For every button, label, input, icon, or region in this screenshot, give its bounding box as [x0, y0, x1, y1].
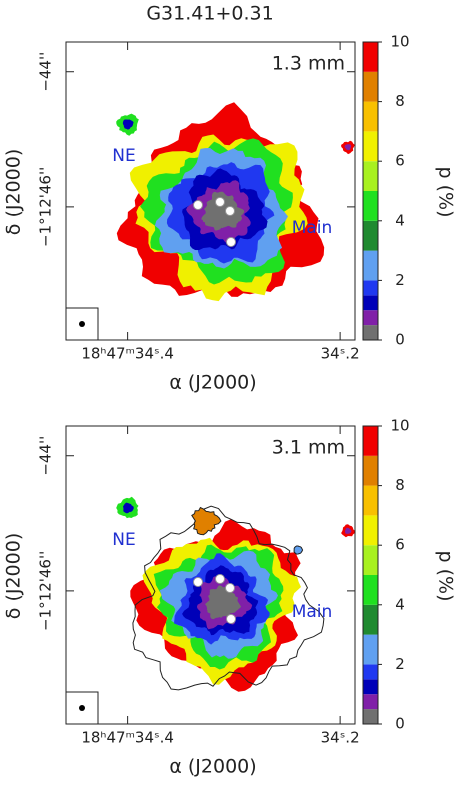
map-region — [205, 585, 242, 620]
colorbar-tick-label: 0 — [395, 331, 405, 349]
colorbar-band — [363, 295, 378, 311]
colorbar-tick-label: 10 — [390, 33, 409, 51]
map-region — [201, 191, 245, 231]
colorbar-band — [363, 485, 378, 516]
colorbar-tick-label: 6 — [395, 536, 405, 554]
beam — [79, 321, 85, 327]
colorbar-tick-label: 6 — [395, 152, 405, 170]
colorbar-band — [363, 664, 378, 680]
panel-label: 1.3 mm — [272, 53, 345, 75]
y-tick-label: −1°12'46'' — [37, 551, 55, 631]
colorbar-band — [363, 131, 378, 162]
map-region — [344, 144, 352, 151]
source — [215, 197, 225, 207]
colorbar-frame — [362, 425, 379, 725]
x-tick-label: 18ʰ47ᵐ34ˢ.4 — [81, 345, 174, 363]
colorbar-band — [363, 191, 378, 221]
y-tick-label: −1°12'46'' — [37, 167, 55, 247]
colorbar-band — [363, 679, 378, 695]
y-tick-label: −44'' — [37, 436, 55, 476]
annotation: Main — [292, 218, 333, 238]
colorbar-band — [363, 545, 378, 575]
colorbar-band — [363, 325, 378, 340]
map — [116, 496, 355, 692]
map-region — [123, 502, 134, 514]
x-axis-label: α (J2000) — [169, 756, 256, 778]
colorbar-band — [363, 220, 378, 251]
map-region — [122, 119, 134, 130]
colorbar-tick-label: 8 — [395, 476, 405, 494]
colorbar-tick-label: 10 — [390, 417, 409, 435]
source — [225, 583, 235, 593]
contour — [191, 506, 222, 536]
map-region — [344, 527, 352, 534]
x-axis-label: α (J2000) — [169, 372, 256, 394]
colorbar-tick-label: 8 — [395, 92, 405, 110]
y-axis-label: δ (J2000) — [3, 149, 25, 235]
source — [215, 574, 225, 584]
contour — [293, 545, 304, 555]
colorbar-band — [363, 426, 378, 456]
panel-label: 3.1 mm — [272, 437, 345, 459]
colorbar-label: p (%) — [435, 551, 457, 602]
source — [193, 200, 203, 210]
beam-box — [65, 307, 99, 341]
frame — [65, 425, 356, 725]
source — [226, 614, 236, 624]
colorbar-band — [363, 709, 378, 724]
colorbar-band — [363, 280, 378, 296]
colorbar-band — [363, 694, 378, 710]
colorbar-tick-label: 4 — [395, 595, 405, 613]
y-tick-label: −44'' — [37, 52, 55, 92]
colorbar-band — [363, 634, 378, 665]
source — [226, 237, 236, 247]
colorbar-tick-label: 0 — [395, 715, 405, 733]
colorbar-band — [363, 42, 378, 72]
x-tick-label: 34ˢ.2 — [321, 345, 360, 363]
source — [193, 577, 203, 587]
colorbar-band — [363, 455, 378, 486]
frame — [65, 41, 356, 341]
map — [116, 102, 355, 302]
colorbar-label: p (%) — [435, 167, 457, 218]
chart-title: G31.41+0.31 — [146, 3, 273, 25]
colorbar-tick-label: 4 — [395, 211, 405, 229]
source — [225, 206, 235, 216]
beam — [79, 705, 85, 711]
colorbar-band — [363, 161, 378, 191]
colorbar-frame — [362, 41, 379, 341]
colorbar-band — [363, 604, 378, 635]
colorbar-band — [363, 310, 378, 326]
colorbar-band — [363, 575, 378, 605]
y-axis-label: δ (J2000) — [3, 533, 25, 619]
annotation: NE — [112, 530, 135, 550]
x-tick-label: 18ʰ47ᵐ34ˢ.4 — [81, 729, 174, 747]
contour — [132, 505, 325, 691]
colorbar-band — [363, 71, 378, 102]
annotation: Main — [292, 602, 333, 622]
colorbar-band — [363, 101, 378, 132]
colorbar-tick-label: 2 — [395, 655, 405, 673]
annotation: NE — [112, 146, 135, 166]
x-tick-label: 34ˢ.2 — [321, 729, 360, 747]
colorbar-tick-label: 2 — [395, 271, 405, 289]
colorbar-band — [363, 515, 378, 546]
beam-box — [65, 691, 99, 725]
colorbar-band — [363, 250, 378, 281]
